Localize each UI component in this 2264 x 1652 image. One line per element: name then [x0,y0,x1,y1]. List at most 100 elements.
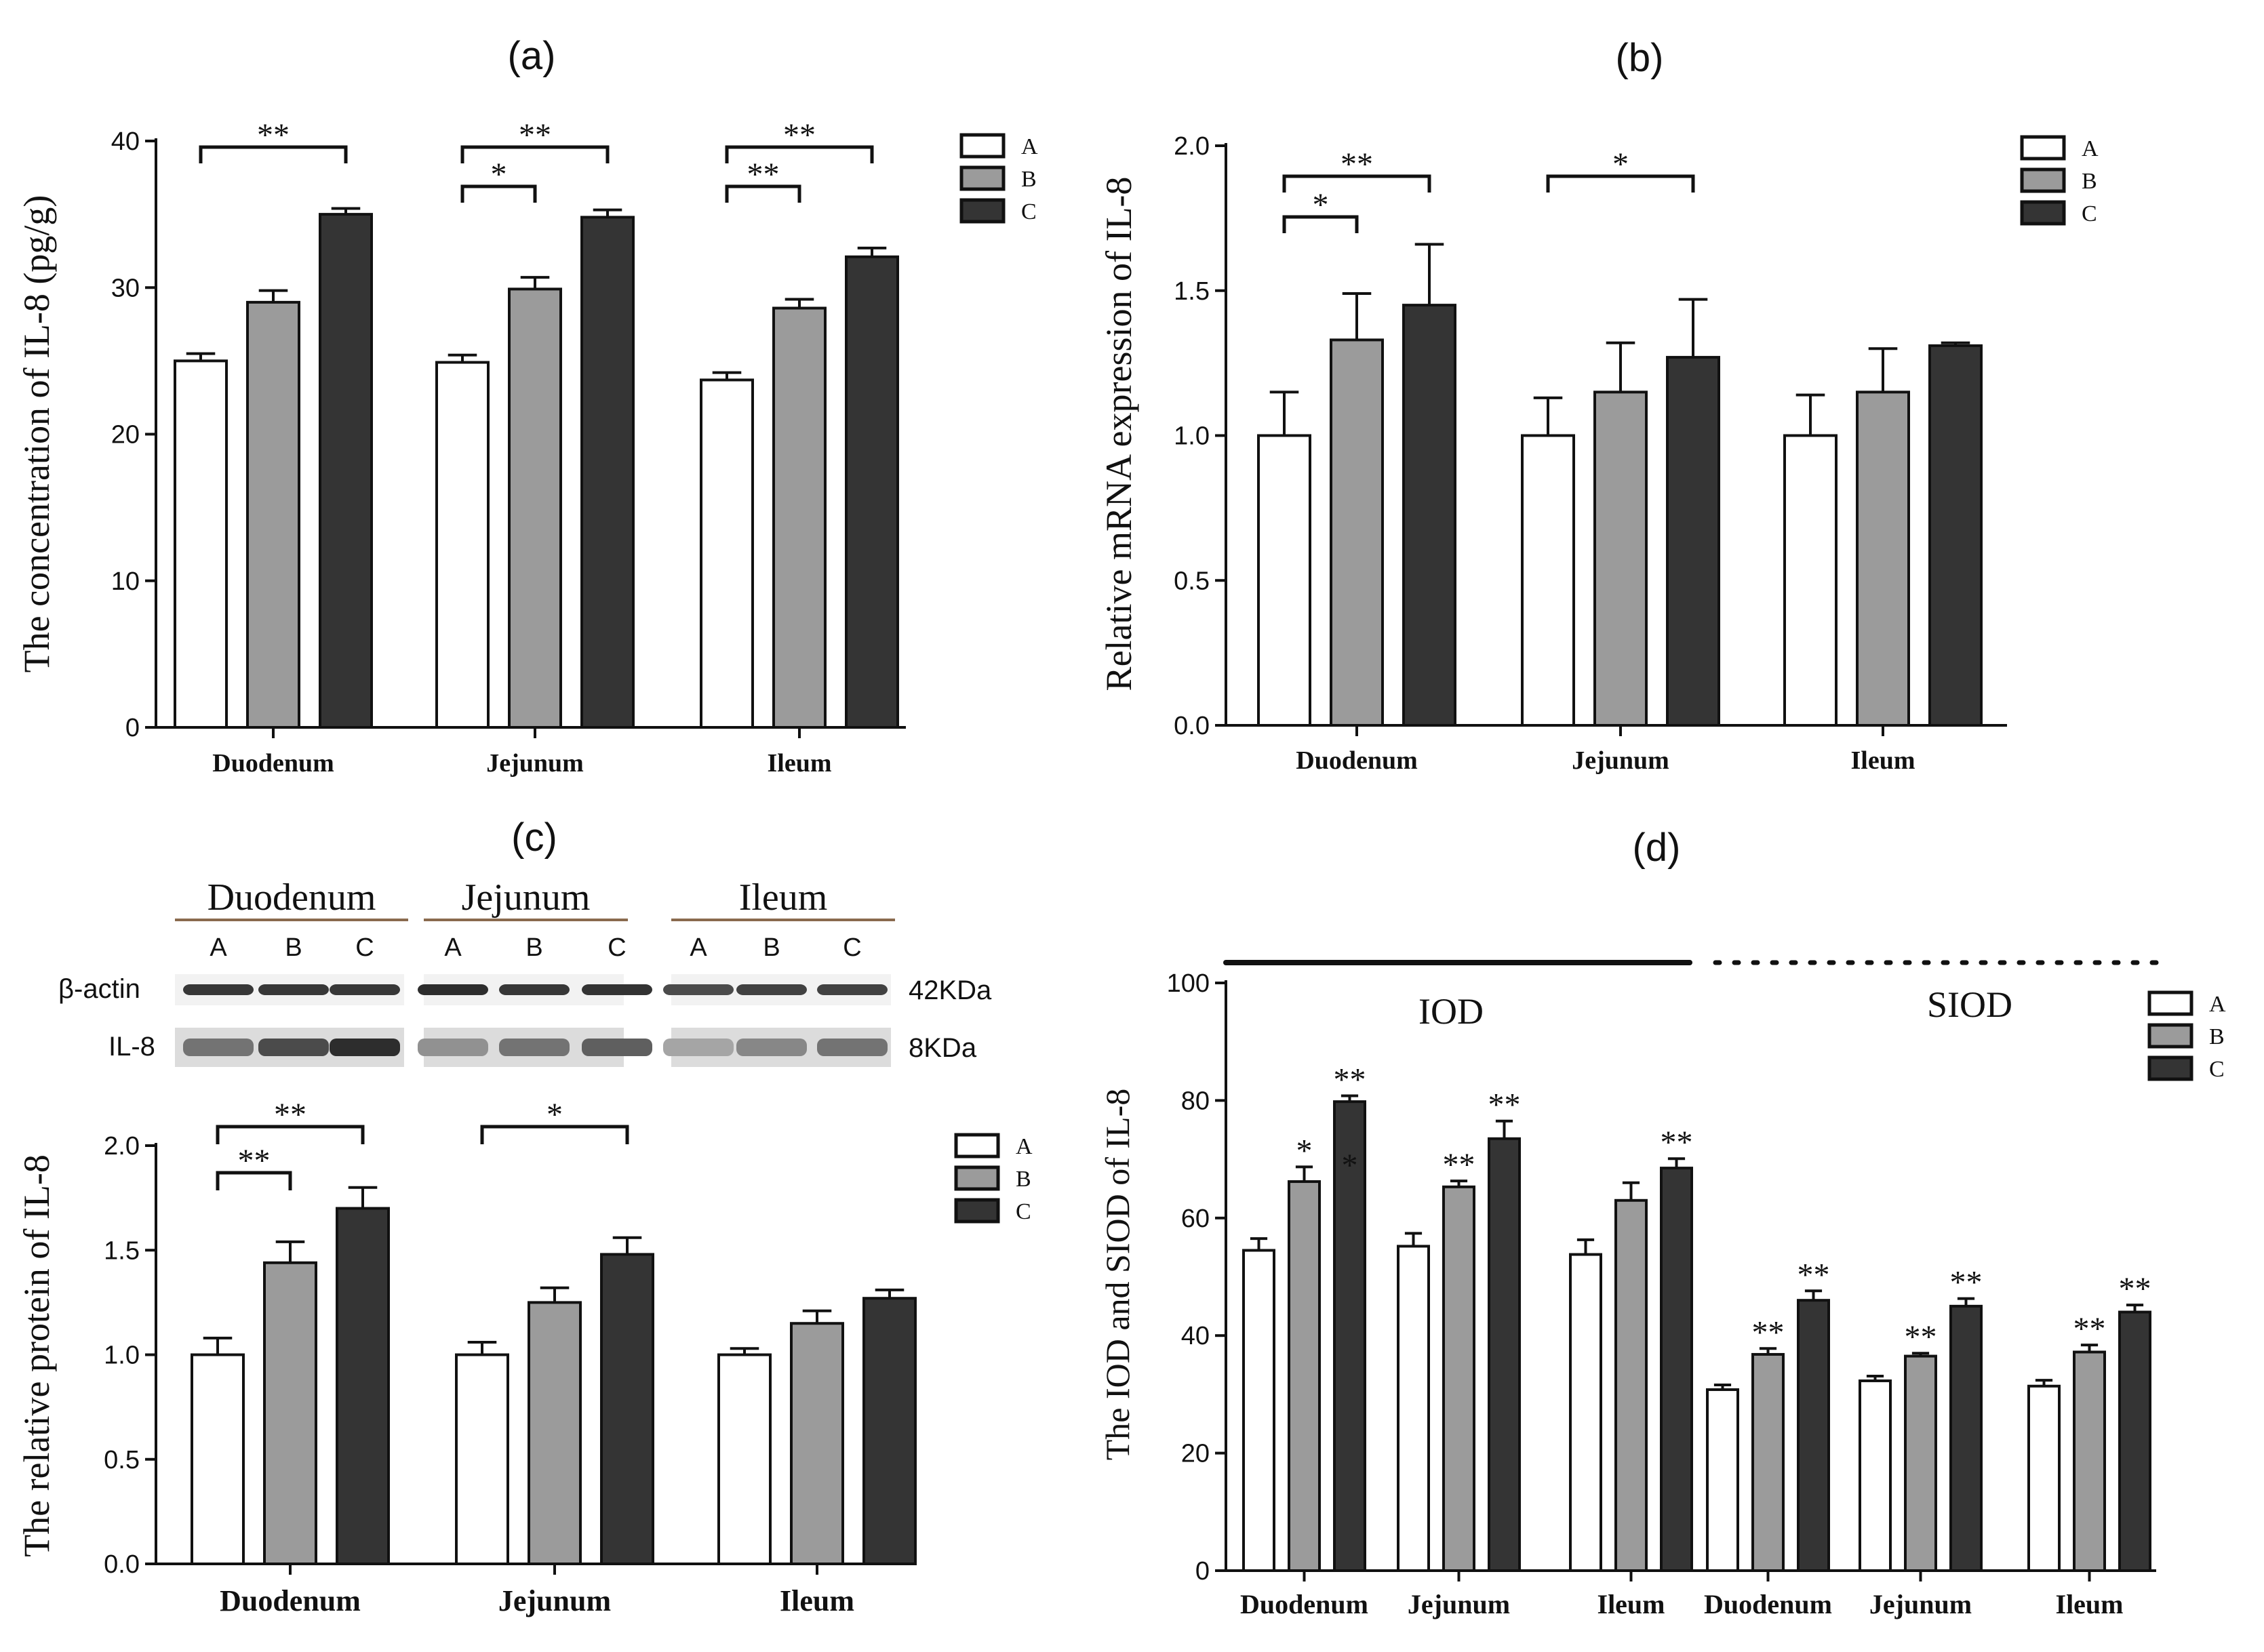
significance-bracket [199,145,348,163]
legend-label-C: C [2209,1057,2225,1082]
legend-label-C: C [1021,199,1037,224]
y-axis-label: The IOD and SIOD of IL-8 [1098,1089,1136,1460]
bar-A-duodenum [191,1353,245,1565]
bar-C-jejunum [1488,1137,1521,1572]
y-tick-label: 0.5 [1174,567,1210,595]
bar-C-ileum [1660,1167,1693,1572]
blot-lane-label: B [763,933,780,962]
blot-lane-label: A [444,933,462,962]
y-tick-label: 2.0 [1174,132,1210,161]
bar-B-duodenum [246,300,300,729]
significance-stars: * [547,1097,563,1133]
significance-stars: ** [519,117,551,153]
significance-bracket [725,184,801,203]
y-tick-label: 60 [1181,1205,1210,1233]
section-label-siod: SIOD [1927,984,2012,1025]
bar-B-jejunum [528,1301,582,1565]
y-axis-label: The relative protein of IL-8 [16,1154,57,1557]
significance-stars: ** [1950,1265,1983,1301]
blot-band-actin [663,984,734,995]
significance-bracket [216,1171,292,1190]
blot-lane-label: C [843,933,861,962]
bar-A-duodenum [1706,1388,1739,1573]
bar-A-jejunum [455,1353,509,1565]
y-tick-label: 2.0 [104,1132,140,1161]
significance-stars: * [1612,146,1629,182]
bar-B-jejunum [1593,390,1648,727]
blot-band-actin [736,984,807,995]
legend-label-B: B [1021,167,1037,192]
y-tick-label: 40 [111,127,140,156]
blot-band-il8 [663,1039,734,1056]
legend-swatch-A [954,1133,1000,1159]
blot-band-il8 [582,1039,652,1056]
legend-label-C: C [2082,201,2097,226]
x-tick-label: Duodenum [220,1584,361,1617]
blot-tissue-jejunum: Jejunum [462,877,591,919]
bar-A-ileum [700,378,754,729]
y-tick-label: 20 [111,421,140,449]
significance-stars: ** [1443,1147,1475,1183]
blot-size-label-0: 42KDa [909,975,992,1005]
bar-C-duodenum [1402,304,1456,727]
significance-stars: ** [1334,1062,1366,1097]
bar-B-ileum [2073,1350,2106,1572]
y-tick-label: 0.0 [1174,712,1210,740]
significance-bracket [460,184,537,203]
bar-A-jejunum [435,361,490,729]
bar-B-jejunum [1442,1185,1475,1572]
blot-tissue-ileum: Ileum [739,877,828,919]
blot-band-actin [817,984,888,995]
significance-stars: ** [1661,1125,1693,1161]
x-tick-label: Duodenum [1704,1589,1832,1619]
blot-band-actin [330,984,400,995]
legend-label-A: A [2209,992,2226,1017]
x-tick-label: Jejunum [1869,1589,1972,1619]
bar-C-jejunum [1666,356,1720,727]
significance-bracket [725,145,874,163]
significance-stars: ** [1798,1257,1830,1293]
legend-label-B: B [2082,169,2097,194]
y-tick-label: 20 [1181,1440,1210,1468]
y-tick-label: 10 [111,567,140,596]
y-axis-label: The concentration of IL-8 (pg/g) [16,195,57,673]
significance-stars: ** [2073,1311,2106,1347]
legend-label-B: B [1016,1167,1031,1192]
panel-title: (b) [1616,36,1664,80]
significance-stars: * [491,157,507,193]
panel-title: (c) [511,815,557,860]
bar-C-duodenum [1797,1299,1830,1573]
blot-band-il8 [330,1039,400,1056]
bar-B-jejunum [508,287,562,729]
bar-B-ileum [772,306,827,729]
significance-bracket [216,1125,365,1144]
x-tick-label: Ileum [1597,1589,1665,1619]
bar-A-ileum [1569,1253,1602,1572]
x-tick-label: Duodenum [212,749,334,778]
bar-A-ileum [2027,1384,2061,1572]
legend-label-A: A [1016,1134,1033,1159]
panel-a: (a) The concentration of IL-8 (pg/g) 0 10 20… [16,34,1038,778]
bar-C-jejunum [580,216,635,729]
y-tick-label: 80 [1181,1087,1210,1115]
legend-label-A: A [1021,134,1038,159]
x-tick-label: Jejunum [1408,1589,1510,1619]
legend-swatch-A [2020,135,2066,161]
blot-lane-label: B [285,933,302,962]
significance-bracket [1546,174,1695,193]
significance-stars: ** [1340,146,1373,182]
bar-C-ileum [862,1297,917,1565]
bar-A-jejunum [1859,1379,1892,1572]
bar-C-ileum [1928,344,1983,727]
bar-C-duodenum [319,213,373,729]
significance-bracket [1282,174,1431,193]
significance-stars: ** [257,117,290,153]
bar-C-duodenum [336,1207,390,1566]
legend-swatch-C [959,198,1006,224]
significance-bracket [460,145,610,163]
y-tick-label: 1.5 [1174,277,1210,306]
blot-lane-label: A [690,933,707,962]
y-tick-label: 0.5 [104,1446,140,1474]
bar-A-ileum [717,1353,772,1565]
